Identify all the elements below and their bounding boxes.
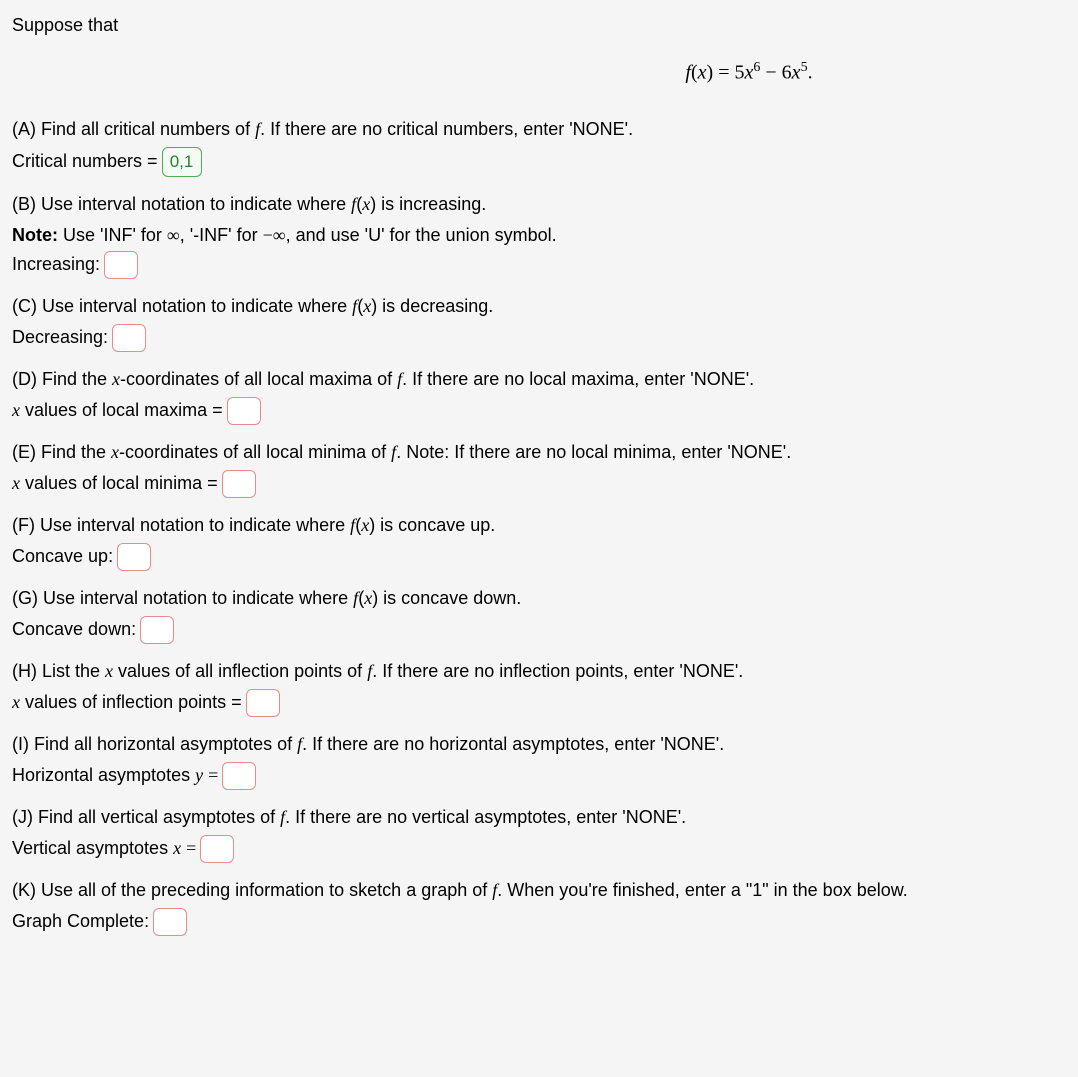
intro-text: Suppose that	[12, 12, 1066, 39]
part-h-input[interactable]	[246, 689, 280, 717]
part-k-answer-row: Graph Complete:	[12, 908, 1066, 936]
part-a-input[interactable]: 0,1	[162, 147, 202, 177]
part-b-label: Increasing:	[12, 251, 100, 278]
part-k-label: Graph Complete:	[12, 908, 149, 935]
part-f-answer-row: Concave up:	[12, 543, 1066, 571]
part-i-prompt: (I) Find all horizontal asymptotes of f.…	[12, 731, 1066, 758]
part-f-input[interactable]	[117, 543, 151, 571]
part-b-note: Note: Use 'INF' for ∞, '-INF' for −∞, an…	[12, 222, 1066, 249]
part-k-prompt: (K) Use all of the preceding information…	[12, 877, 1066, 904]
part-b-prompt: (B) Use interval notation to indicate wh…	[12, 191, 1066, 218]
part-f-label: Concave up:	[12, 543, 113, 570]
part-a-prompt: (A) Find all critical numbers of f. If t…	[12, 116, 1066, 143]
part-a-label: Critical numbers =	[12, 148, 158, 175]
part-d-prompt: (D) Find the x-coordinates of all local …	[12, 366, 1066, 393]
part-a-answer-row: Critical numbers = 0,1	[12, 147, 1066, 177]
part-c-prompt: (C) Use interval notation to indicate wh…	[12, 293, 1066, 320]
part-g-prompt: (G) Use interval notation to indicate wh…	[12, 585, 1066, 612]
part-e-input[interactable]	[222, 470, 256, 498]
part-i-label: Horizontal asymptotes y =	[12, 762, 218, 789]
part-c-input[interactable]	[112, 324, 146, 352]
part-j-label: Vertical asymptotes x =	[12, 835, 196, 862]
part-f-prompt: (F) Use interval notation to indicate wh…	[12, 512, 1066, 539]
part-h-answer-row: x values of inflection points =	[12, 689, 1066, 717]
part-d-input[interactable]	[227, 397, 261, 425]
part-d-answer-row: x values of local maxima =	[12, 397, 1066, 425]
part-k-input[interactable]	[153, 908, 187, 936]
part-j-input[interactable]	[200, 835, 234, 863]
main-equation: f(x) = 5x6 − 6x5.	[12, 57, 1066, 88]
part-g-input[interactable]	[140, 616, 174, 644]
part-h-prompt: (H) List the x values of all inflection …	[12, 658, 1066, 685]
part-e-label: x values of local minima =	[12, 470, 218, 497]
part-c-label: Decreasing:	[12, 324, 108, 351]
part-g-answer-row: Concave down:	[12, 616, 1066, 644]
part-j-prompt: (J) Find all vertical asymptotes of f. I…	[12, 804, 1066, 831]
part-j-answer-row: Vertical asymptotes x =	[12, 835, 1066, 863]
part-g-label: Concave down:	[12, 616, 136, 643]
part-e-prompt: (E) Find the x-coordinates of all local …	[12, 439, 1066, 466]
part-d-label: x values of local maxima =	[12, 397, 223, 424]
part-b-input[interactable]	[104, 251, 138, 279]
part-c-answer-row: Decreasing:	[12, 324, 1066, 352]
part-i-input[interactable]	[222, 762, 256, 790]
part-i-answer-row: Horizontal asymptotes y =	[12, 762, 1066, 790]
part-b-answer-row: Increasing:	[12, 251, 1066, 279]
part-e-answer-row: x values of local minima =	[12, 470, 1066, 498]
part-h-label: x values of inflection points =	[12, 689, 242, 716]
